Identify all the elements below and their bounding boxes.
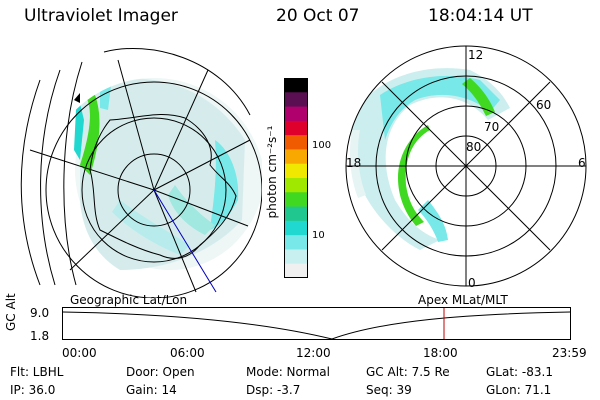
time-tick-1800: 18:00 — [423, 346, 458, 360]
colorbar — [284, 78, 308, 278]
info-seq: Seq: 39 — [366, 383, 412, 397]
polar-mlt-12: 12 — [468, 48, 484, 62]
colorbar-band — [284, 263, 308, 278]
geographic-lat-rings — [45, 81, 262, 298]
time-tick-0600: 06:00 — [170, 346, 205, 360]
colorbar-band — [284, 92, 308, 108]
time-tick-1200: 12:00 — [296, 346, 331, 360]
info-glon: GLon: 71.1 — [486, 383, 552, 397]
timeline-frame — [62, 307, 571, 340]
geographic-meridians — [29, 59, 251, 293]
colorbar-band — [284, 120, 308, 136]
timeline-ytick-low: 1.8 — [30, 329, 50, 343]
colorbar-band — [284, 206, 308, 222]
date-label: 20 Oct 07 — [276, 6, 360, 26]
colorbar-axis-label: photon cm⁻²s⁻¹ — [265, 125, 279, 219]
timeline-left-title: Geographic Lat/Lon — [70, 293, 188, 307]
polar-lat-60: 60 — [536, 98, 552, 112]
polar-lat-80: 80 — [466, 140, 482, 154]
colorbar-tick-100: 100 — [312, 140, 332, 151]
colorbar-band — [284, 163, 308, 179]
polar-mlt-6: 6 — [578, 156, 586, 170]
timeline-ytick-high: 9.0 — [30, 306, 50, 320]
magnetic-polar-plot — [345, 45, 587, 287]
info-gc-alt: GC Alt: 7.5 Re — [366, 365, 450, 379]
info-gain: Gain: 14 — [126, 383, 177, 397]
colorbar-band — [284, 249, 308, 265]
sun-direction-line — [153, 189, 217, 293]
polar-mlt-0: 0 — [468, 276, 476, 290]
time-label: 18:04:14 UT — [428, 6, 533, 26]
colorbar-band — [284, 135, 308, 150]
colorbar-band — [284, 192, 308, 208]
info-dsp: Dsp: -3.7 — [246, 383, 301, 397]
altitude-curve — [62, 311, 571, 340]
info-mode: Mode: Normal — [246, 365, 330, 379]
geographic-projection-panel — [20, 48, 262, 298]
time-tick-2359: 23:59 — [552, 346, 587, 360]
timeline-right-title: Apex MLat/MLT — [418, 293, 508, 307]
polar-lat-70: 70 — [484, 120, 500, 134]
info-glat: GLat: -83.1 — [486, 365, 553, 379]
orbit-arrow-icon — [74, 93, 80, 103]
info-filter: Flt: LBHL — [10, 365, 64, 379]
colorbar-band — [284, 78, 308, 93]
timeline-plot — [62, 307, 571, 340]
info-door: Door: Open — [126, 365, 195, 379]
info-ip: IP: 36.0 — [10, 383, 56, 397]
colorbar-band — [284, 106, 308, 122]
colorbar-band — [284, 178, 308, 193]
colorbar-band — [284, 149, 308, 165]
polar-mlt-18: 18 — [346, 156, 362, 170]
timeline-axis-label: GC Alt — [4, 293, 18, 331]
colorbar-tick-10: 10 — [312, 230, 325, 241]
horizon-arcs — [20, 48, 251, 286]
colorbar-band — [284, 220, 308, 236]
time-tick-0000: 00:00 — [62, 346, 97, 360]
instrument-title: Ultraviolet Imager — [24, 6, 178, 26]
polar-mlt-lines — [346, 46, 586, 286]
colorbar-band — [284, 235, 308, 250]
